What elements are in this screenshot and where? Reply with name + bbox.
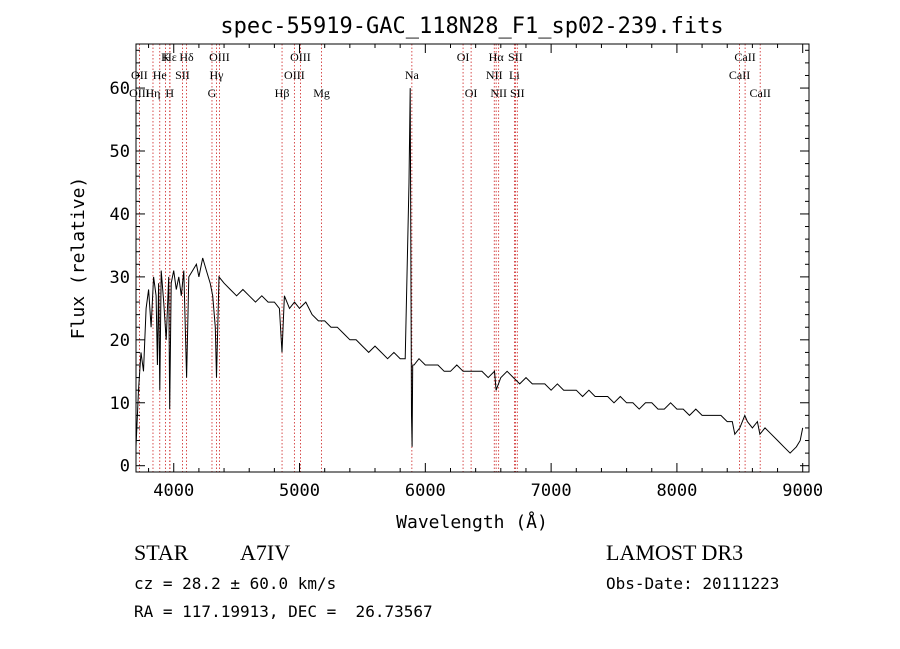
- line-annotation-9: OIII: [209, 50, 230, 64]
- x-tick-label-2: 6000: [405, 481, 446, 501]
- x-tick-label-4: 8000: [656, 481, 697, 501]
- line-annotation-14: Hβ: [275, 86, 290, 100]
- line-annotation-0: Hδ: [179, 50, 194, 64]
- object-subclass: A7IV: [240, 540, 291, 565]
- ra-dec-coords: RA = 117.19913, DEC = 26.73567: [134, 602, 433, 621]
- y-tick-label-2: 20: [110, 331, 130, 351]
- reference-lines: [138, 44, 761, 472]
- line-annotation-10: Hγ: [210, 68, 225, 82]
- line-annotation-27: CaII: [750, 86, 771, 100]
- obs-date: Obs-Date: 20111223: [606, 574, 780, 593]
- x-axis-label: Wavelength (Å): [396, 511, 548, 533]
- line-annotation-20: NII: [486, 68, 503, 82]
- y-tick-label-6: 60: [110, 79, 130, 99]
- line-annotation-4: K: [161, 50, 170, 64]
- line-annotation-8: H: [165, 86, 174, 100]
- line-annotation-18: OI: [465, 86, 478, 100]
- line-annotation-5: He: [153, 68, 167, 82]
- survey-name: LAMOST DR3: [606, 540, 744, 565]
- y-tick-label-3: 30: [110, 268, 130, 288]
- line-annotation-19: Hα: [489, 50, 505, 64]
- x-tick-label-1: 5000: [279, 481, 320, 501]
- spectrum-line: [135, 88, 804, 454]
- object-class: STAR: [134, 540, 189, 565]
- line-annotation-2: OIII: [129, 86, 150, 100]
- x-tick-label-5: 9000: [782, 481, 823, 501]
- redshift-value: cz = 28.2 ± 60.0 km/s: [134, 574, 337, 593]
- line-annotation-17: OI: [457, 50, 470, 64]
- y-tick-label-0: 0: [120, 457, 130, 477]
- line-annotation-12: OIII: [290, 50, 311, 64]
- y-axis-ticks: 0 10 20 30 40 50 60: [110, 49, 809, 477]
- y-tick-label-4: 40: [110, 205, 130, 225]
- line-annotation-3: Hε: [163, 50, 177, 64]
- y-tick-label-1: 10: [110, 394, 130, 414]
- line-annotation-16: Na: [405, 68, 420, 82]
- line-annotation-23: Li: [509, 68, 520, 82]
- line-annotation-26: CaII: [729, 68, 750, 82]
- line-annotation-21: NII: [490, 86, 507, 100]
- plot-frame: [135, 43, 810, 473]
- line-annotation-15: Mg: [313, 86, 330, 100]
- y-tick-label-5: 50: [110, 142, 130, 162]
- line-annotation-25: CaII: [734, 50, 755, 64]
- x-axis-ticks: 4000 5000 6000 7000 8000 9000: [148, 44, 823, 501]
- line-annotation-6: Hη: [146, 86, 161, 100]
- y-axis-label: Flux (relative): [68, 177, 89, 340]
- line-annotation-13: OIII: [284, 68, 305, 82]
- chart-title: spec-55919-GAC_118N28_F1_sp02-239.fits: [220, 14, 723, 39]
- line-annotation-22: SII: [508, 50, 523, 64]
- line-annotation-11: G: [208, 86, 217, 100]
- x-tick-label-3: 7000: [531, 481, 572, 501]
- line-annotation-7: SII: [175, 68, 190, 82]
- x-tick-label-0: 4000: [153, 481, 194, 501]
- line-annotation-24: SII: [510, 86, 525, 100]
